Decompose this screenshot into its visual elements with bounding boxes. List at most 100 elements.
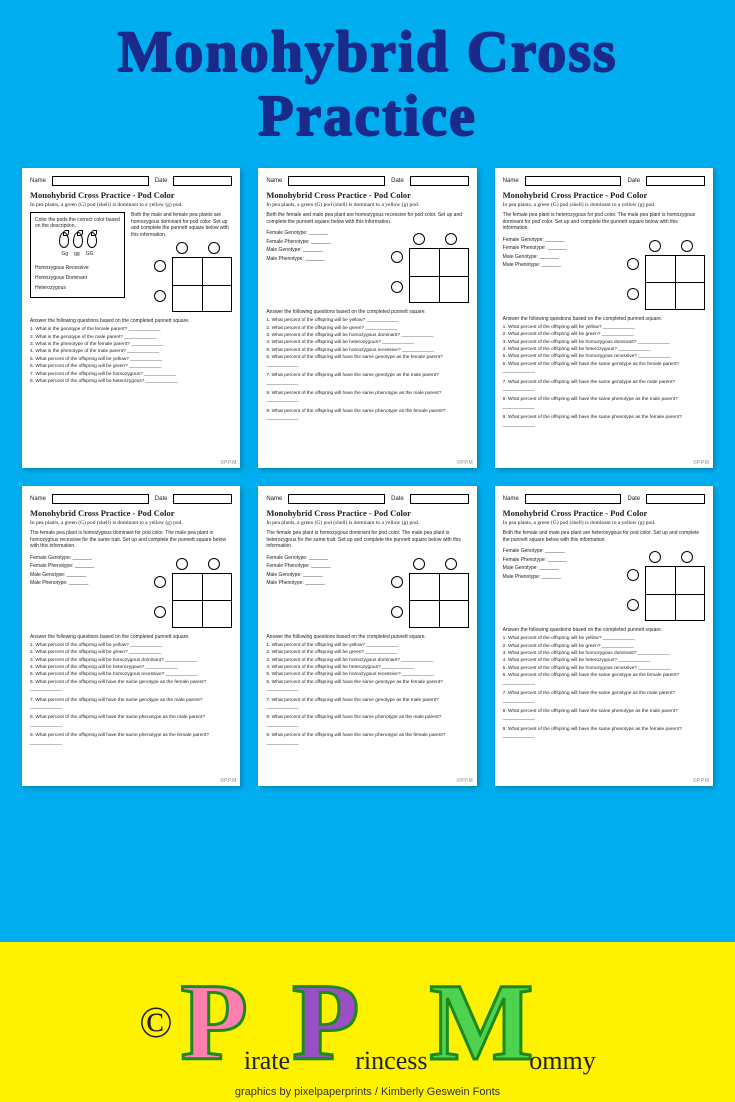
sheet-logo: ©P.P.M bbox=[220, 460, 236, 466]
name-label: Name bbox=[503, 178, 519, 184]
name-field bbox=[52, 176, 149, 186]
name-field bbox=[288, 176, 385, 186]
question: 1. What percent of the offspring will be… bbox=[503, 635, 705, 642]
date-field bbox=[410, 494, 469, 504]
genotype-label: Gg bbox=[61, 251, 68, 257]
geno-label: Male Genotype: bbox=[503, 564, 567, 573]
question: 7. What percent of the offspring will ha… bbox=[503, 690, 705, 705]
question-list: 1. What percent of the offspring will be… bbox=[503, 635, 705, 740]
trait-label: Heterozygous bbox=[35, 283, 120, 293]
question: 3. What is the phenotype of the female p… bbox=[30, 341, 232, 348]
date-label: Date bbox=[155, 178, 168, 184]
worksheet-heading: Monohybrid Cross Practice - Pod Color bbox=[266, 190, 468, 200]
question: 2. What is the genotype of the male pare… bbox=[30, 334, 232, 341]
question-header: Answer the following questions based on … bbox=[266, 634, 468, 640]
pea-icon bbox=[59, 232, 69, 248]
genotype-list: Female Genotype: Female Phenotype: Male … bbox=[266, 554, 330, 588]
trait-label: Homozygous Dominant bbox=[35, 273, 120, 283]
question: 5. What percent of the offspring will be… bbox=[30, 356, 232, 363]
worksheet-heading: Monohybrid Cross Practice - Pod Color bbox=[30, 190, 232, 200]
question: 6. What percent of the offspring will ha… bbox=[266, 354, 468, 369]
question: 6. What percent of the offspring will ha… bbox=[266, 679, 468, 694]
question-list: 1. What percent of the offspring will be… bbox=[503, 324, 705, 429]
geno-label: Female Phenotype: bbox=[503, 556, 567, 565]
worksheet-2: NameDate Monohybrid Cross Practice - Pod… bbox=[258, 168, 476, 468]
question: 9. What percent of the offspring will ha… bbox=[30, 732, 232, 747]
logo-word-1: irate bbox=[244, 1046, 290, 1076]
question: 6. What percent of the offspring will ha… bbox=[503, 672, 705, 687]
question-header: Answer the following questions based on … bbox=[266, 309, 468, 315]
date-field bbox=[173, 176, 232, 186]
question: 7. What percent of the offspring will be… bbox=[30, 371, 232, 378]
worksheet-4: NameDate Monohybrid Cross Practice - Pod… bbox=[22, 486, 240, 786]
date-field bbox=[173, 494, 232, 504]
question: 8. What percent of the offspring will ha… bbox=[503, 396, 705, 411]
worksheet-intro: In pea plants, a green (G) pod (shell) i… bbox=[503, 520, 705, 527]
worksheet-heading: Monohybrid Cross Practice - Pod Color bbox=[503, 508, 705, 518]
question: 6. What percent of the offspring will ha… bbox=[503, 361, 705, 376]
question: 1. What percent of the offspring will be… bbox=[30, 642, 232, 649]
question: 2. What percent of the offspring will be… bbox=[503, 643, 705, 650]
question-header: Answer the following questions based on … bbox=[503, 627, 705, 633]
geno-label: Male Phenotype: bbox=[266, 255, 330, 264]
name-field bbox=[525, 176, 622, 186]
worksheet-intro: In pea plants, a green (G) pod (shell) i… bbox=[30, 202, 232, 209]
question: 8. What percent of the offspring will ha… bbox=[266, 714, 468, 729]
worksheet-5: NameDate Monohybrid Cross Practice - Pod… bbox=[258, 486, 476, 786]
punnett-square bbox=[625, 240, 705, 310]
worksheet-grid: Name Date Monohybrid Cross Practice - Po… bbox=[0, 158, 735, 806]
question: 7. What percent of the offspring will ha… bbox=[266, 372, 468, 387]
geno-label: Male Genotype: bbox=[503, 253, 567, 262]
question: 6. What percent of the offspring will ha… bbox=[30, 679, 232, 694]
geno-label: Male Phenotype: bbox=[266, 579, 330, 588]
geno-label: Female Genotype: bbox=[30, 554, 94, 563]
question: 2. What percent of the offspring will be… bbox=[30, 649, 232, 656]
genotype-label: GG bbox=[86, 251, 94, 257]
geno-label: Female Genotype: bbox=[266, 554, 330, 563]
genotype-list: Female Genotype: Female Phenotype: Male … bbox=[503, 547, 567, 581]
genotype-list: Female Genotype: Female Phenotype: Male … bbox=[503, 236, 567, 270]
question-header: Answer the following questions based on … bbox=[30, 634, 232, 640]
geno-label: Female Phenotype: bbox=[30, 562, 94, 571]
question: 5. What percent of the offspring will be… bbox=[266, 347, 468, 354]
question: 4. What percent of the offspring will be… bbox=[30, 664, 232, 671]
logo-word-2: rincess bbox=[355, 1046, 427, 1076]
question: 4. What percent of the offspring will be… bbox=[266, 664, 468, 671]
question: 8. What percent of the offspring will ha… bbox=[30, 714, 232, 729]
question: 4. What is the phenotype of the male par… bbox=[30, 348, 232, 355]
question: 8. What percent of the offspring will ha… bbox=[503, 708, 705, 723]
sheet-logo: ©P.P.M bbox=[693, 778, 709, 784]
genotype-list: Female Genotype: Female Phenotype: Male … bbox=[266, 229, 330, 263]
genotype-list: Female Genotype: Female Phenotype: Male … bbox=[30, 554, 94, 588]
worksheet-intro: In pea plants, a green (G) pod (shell) i… bbox=[266, 520, 468, 527]
worksheet-intro: In pea plants, a green (G) pod (shell) i… bbox=[503, 202, 705, 209]
question: 2. What percent of the offspring will be… bbox=[503, 331, 705, 338]
date-label: Date bbox=[391, 178, 404, 184]
worksheet-6: NameDate Monohybrid Cross Practice - Pod… bbox=[495, 486, 713, 786]
logo-letter-p1: P bbox=[181, 967, 248, 1077]
geno-label: Male Genotype: bbox=[266, 246, 330, 255]
question: 7. What percent of the offspring will ha… bbox=[30, 697, 232, 712]
color-activity-box: Color the pods the correct color based o… bbox=[30, 212, 125, 298]
question: 8. What percent of the offspring will ha… bbox=[266, 390, 468, 405]
question: 9. What percent of the offspring will ha… bbox=[503, 414, 705, 429]
date-label: Date bbox=[155, 496, 168, 502]
name-label: Name bbox=[503, 496, 519, 502]
question: 5. What percent of the offspring will be… bbox=[503, 665, 705, 672]
worksheet-1: Name Date Monohybrid Cross Practice - Po… bbox=[22, 168, 240, 468]
title-line-2: Practice bbox=[10, 84, 725, 148]
date-field bbox=[646, 494, 705, 504]
punnett-square bbox=[389, 233, 469, 303]
geno-label: Male Phenotype: bbox=[30, 579, 94, 588]
setup-text: Both the female and male pea plant are h… bbox=[266, 212, 468, 225]
question: 4. What percent of the offspring will be… bbox=[503, 657, 705, 664]
name-label: Name bbox=[30, 496, 46, 502]
geno-label: Male Phenotype: bbox=[503, 573, 567, 582]
sheet-logo: ©P.P.M bbox=[220, 778, 236, 784]
question: 1. What percent of the offspring will be… bbox=[503, 324, 705, 331]
geno-label: Male Genotype: bbox=[30, 571, 94, 580]
question: 8. What percent of the offspring will be… bbox=[30, 378, 232, 385]
question: 6. What percent of the offspring will be… bbox=[30, 363, 232, 370]
question-header: Answer the following questions based on … bbox=[30, 318, 232, 324]
date-label: Date bbox=[391, 496, 404, 502]
